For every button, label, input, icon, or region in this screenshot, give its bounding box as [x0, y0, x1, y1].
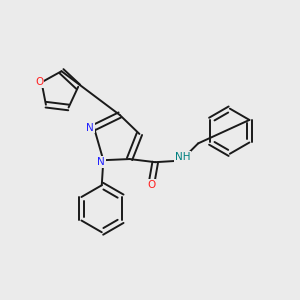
- Text: N: N: [97, 157, 105, 167]
- Text: O: O: [147, 180, 156, 190]
- Text: N: N: [86, 123, 94, 133]
- Text: O: O: [35, 77, 44, 87]
- Text: NH: NH: [175, 152, 190, 162]
